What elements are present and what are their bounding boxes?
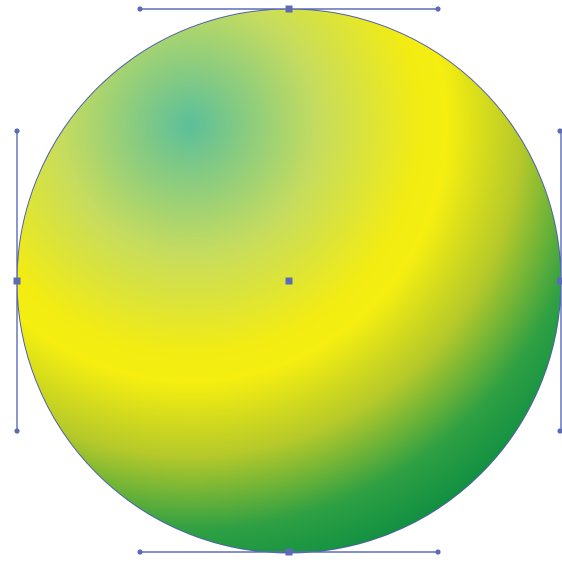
- left-handle-bottom-point[interactable]: [14, 428, 20, 434]
- bottom-anchor-handle[interactable]: [137, 548, 441, 556]
- right-handle-top-point[interactable]: [557, 128, 562, 134]
- top-anchor-handle[interactable]: [137, 5, 441, 13]
- left-anchor-point[interactable]: [13, 277, 21, 285]
- bottom-anchor-point[interactable]: [285, 548, 293, 556]
- bottom-handle-right-point[interactable]: [435, 549, 441, 555]
- top-handle-left-point[interactable]: [137, 6, 143, 12]
- right-anchor-handle[interactable]: [557, 128, 562, 434]
- right-handle-bottom-point[interactable]: [557, 428, 562, 434]
- right-anchor-point[interactable]: [557, 277, 562, 285]
- bottom-handle-left-point[interactable]: [137, 549, 143, 555]
- left-anchor-handle[interactable]: [13, 128, 21, 434]
- center-point[interactable]: [285, 277, 293, 285]
- top-anchor-point[interactable]: [285, 5, 293, 13]
- left-handle-top-point[interactable]: [14, 128, 20, 134]
- top-handle-right-point[interactable]: [435, 6, 441, 12]
